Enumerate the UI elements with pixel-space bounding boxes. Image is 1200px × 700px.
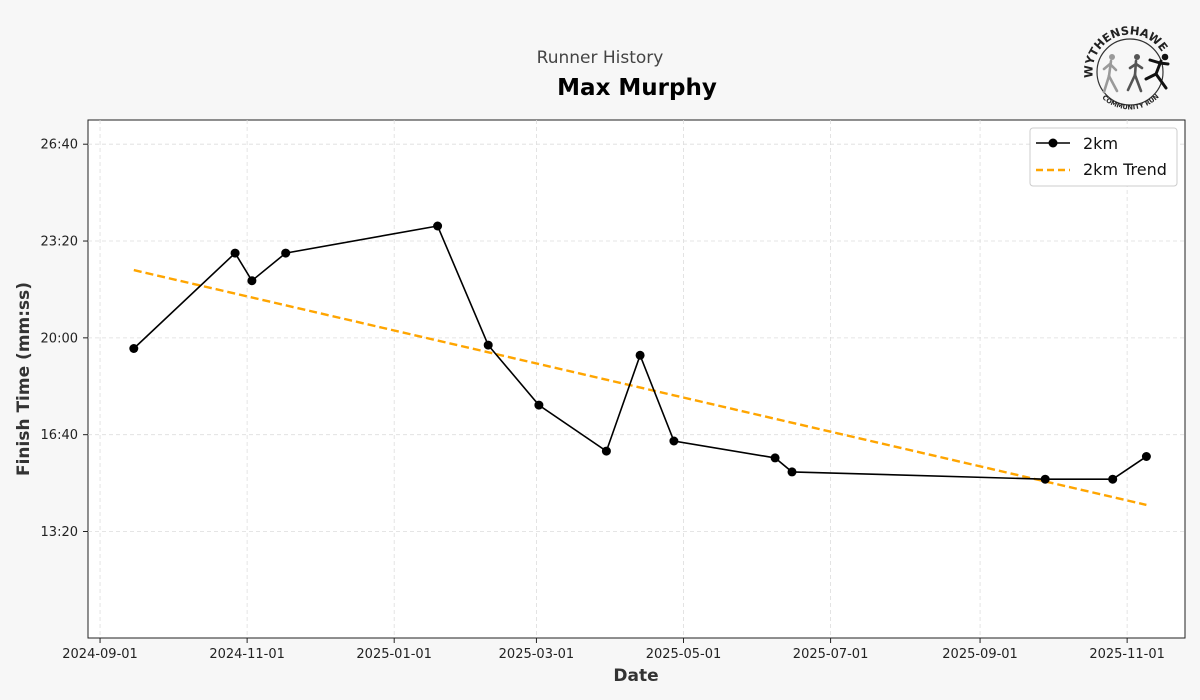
data-point <box>247 276 257 286</box>
data-point <box>635 350 645 360</box>
data-point <box>230 248 240 258</box>
logo-bottom-text: COMMUNITY RUN <box>1101 92 1161 111</box>
wythenshawe-logo: WYTHENSHAWE COMMUNITY RUN <box>1081 23 1170 111</box>
y-axis-label: Finish Time (mm:ss) <box>14 282 34 476</box>
legend-2km-label: 2km <box>1083 134 1118 153</box>
data-point <box>129 344 139 353</box>
legend-2km-marker <box>1048 138 1058 148</box>
x-tick-label: 2025-09-01 <box>942 647 1018 662</box>
svg-text:COMMUNITY RUN: COMMUNITY RUN <box>1101 92 1161 111</box>
runner-figure-dark <box>1144 53 1170 90</box>
grid <box>88 120 1185 638</box>
y-tick-label: 13:20 <box>41 525 78 540</box>
data-point <box>770 453 780 463</box>
y-tick-label: 20:00 <box>41 331 78 346</box>
y-tick-label: 16:40 <box>41 428 78 443</box>
x-tick-label: 2024-09-01 <box>62 647 138 662</box>
data-point <box>669 436 679 446</box>
series-2km <box>129 221 1151 484</box>
legend: 2km 2km Trend <box>1029 127 1178 187</box>
runner-figure-mid <box>1126 54 1144 93</box>
y-tick-label: 23:20 <box>41 235 78 250</box>
x-axis-label: Date <box>613 666 658 686</box>
axis-ticks: 2024-09-01 2024-11-01 2025-01-01 2025-03-01… <box>41 138 1165 662</box>
trend-line <box>133 268 1147 507</box>
x-tick-label: 2025-05-01 <box>646 647 722 662</box>
data-point <box>534 400 544 410</box>
runner-figure-light <box>1102 54 1119 94</box>
data-point <box>1040 474 1050 484</box>
plot-area <box>87 119 1186 639</box>
chart-supertitle: Runner History <box>537 48 664 68</box>
x-tick-label: 2025-07-01 <box>793 647 869 662</box>
x-tick-label: 2024-11-01 <box>209 647 285 662</box>
data-point <box>601 446 611 456</box>
data-point <box>433 221 443 231</box>
x-tick-label: 2025-03-01 <box>499 647 575 662</box>
data-point <box>281 248 291 258</box>
x-tick-label: 2025-11-01 <box>1089 647 1165 662</box>
data-point <box>787 467 797 477</box>
trend-series <box>133 268 1147 507</box>
data-point <box>483 340 493 350</box>
data-point <box>1108 474 1118 484</box>
y-tick-label: 26:40 <box>41 138 78 153</box>
x-tick-label: 2025-01-01 <box>356 647 432 662</box>
legend-trend-label: 2km Trend <box>1083 160 1167 179</box>
data-point <box>1141 452 1151 461</box>
chart-title: Max Murphy <box>557 75 717 101</box>
